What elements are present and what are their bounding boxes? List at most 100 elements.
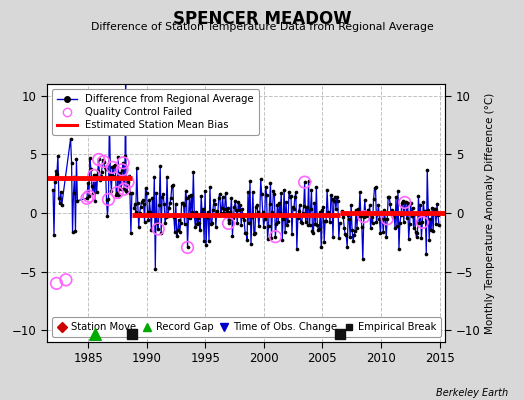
Point	[67, 136, 75, 142]
Point	[279, 215, 287, 222]
Point	[383, 216, 391, 222]
Point	[127, 230, 135, 236]
Point	[86, 165, 95, 172]
Point	[398, 199, 406, 206]
Point	[56, 200, 64, 206]
Point	[389, 214, 397, 220]
Point	[102, 196, 111, 203]
Point	[407, 200, 415, 206]
Point	[176, 229, 184, 235]
Point	[141, 185, 150, 191]
Point	[99, 156, 107, 163]
Point	[53, 152, 62, 159]
Point	[117, 186, 125, 192]
Text: Difference of Station Temperature Data from Regional Average: Difference of Station Temperature Data f…	[91, 22, 433, 32]
Point	[172, 233, 181, 239]
Point	[372, 219, 380, 225]
Point	[263, 192, 271, 198]
Point	[354, 206, 362, 212]
Point	[274, 219, 282, 225]
Point	[393, 223, 401, 230]
Point	[156, 163, 165, 169]
Point	[264, 223, 272, 230]
Point	[212, 223, 220, 230]
Point	[108, 164, 116, 170]
Point	[286, 194, 294, 200]
Point	[91, 330, 100, 337]
Point	[54, 194, 63, 201]
Point	[237, 222, 245, 228]
Point	[173, 227, 182, 234]
Point	[146, 209, 155, 215]
Point	[276, 210, 285, 217]
Point	[147, 227, 156, 233]
Point	[220, 210, 228, 216]
Point	[374, 202, 383, 208]
Point	[118, 166, 126, 173]
Point	[257, 176, 265, 182]
Point	[181, 188, 190, 195]
Point	[105, 112, 114, 118]
Point	[334, 198, 342, 204]
Point	[323, 187, 331, 194]
Point	[174, 217, 183, 224]
Point	[213, 208, 221, 214]
Point	[355, 213, 363, 219]
Point	[300, 179, 309, 185]
Point	[189, 168, 198, 175]
Point	[101, 164, 109, 170]
Point	[164, 212, 172, 219]
Point	[303, 222, 312, 228]
Point	[290, 206, 298, 212]
Point	[232, 207, 241, 214]
Point	[109, 173, 117, 179]
Point	[296, 202, 304, 208]
Point	[315, 226, 323, 233]
Point	[388, 206, 396, 213]
Point	[326, 219, 334, 225]
Point	[89, 190, 97, 196]
Point	[373, 211, 381, 218]
Point	[300, 203, 308, 210]
Point	[183, 244, 192, 251]
Point	[234, 198, 243, 205]
Point	[253, 202, 261, 208]
Point	[361, 197, 369, 204]
Point	[222, 207, 231, 214]
Point	[135, 224, 143, 230]
Point	[112, 192, 121, 198]
Point	[190, 213, 199, 219]
Point	[381, 216, 389, 222]
Point	[254, 209, 262, 215]
Point	[223, 205, 232, 211]
Point	[400, 218, 408, 225]
Point	[269, 188, 278, 194]
Point	[217, 205, 226, 211]
Point	[368, 220, 377, 226]
Point	[91, 197, 99, 204]
Point	[150, 174, 159, 180]
Point	[101, 166, 110, 172]
Point	[318, 206, 326, 213]
Point	[338, 208, 346, 214]
Point	[100, 158, 108, 165]
Point	[344, 212, 352, 218]
Point	[332, 206, 340, 212]
Point	[192, 208, 201, 215]
Point	[96, 173, 105, 179]
Point	[268, 208, 277, 215]
Point	[152, 190, 160, 196]
Point	[140, 219, 149, 225]
Point	[304, 178, 313, 184]
Point	[224, 220, 233, 226]
Point	[104, 196, 113, 203]
Point	[284, 218, 292, 224]
Point	[72, 156, 81, 162]
Point	[235, 207, 244, 213]
Point	[278, 237, 287, 243]
Point	[283, 222, 291, 228]
Point	[136, 210, 144, 216]
Point	[52, 168, 60, 174]
Point	[363, 212, 371, 218]
Point	[179, 200, 187, 206]
